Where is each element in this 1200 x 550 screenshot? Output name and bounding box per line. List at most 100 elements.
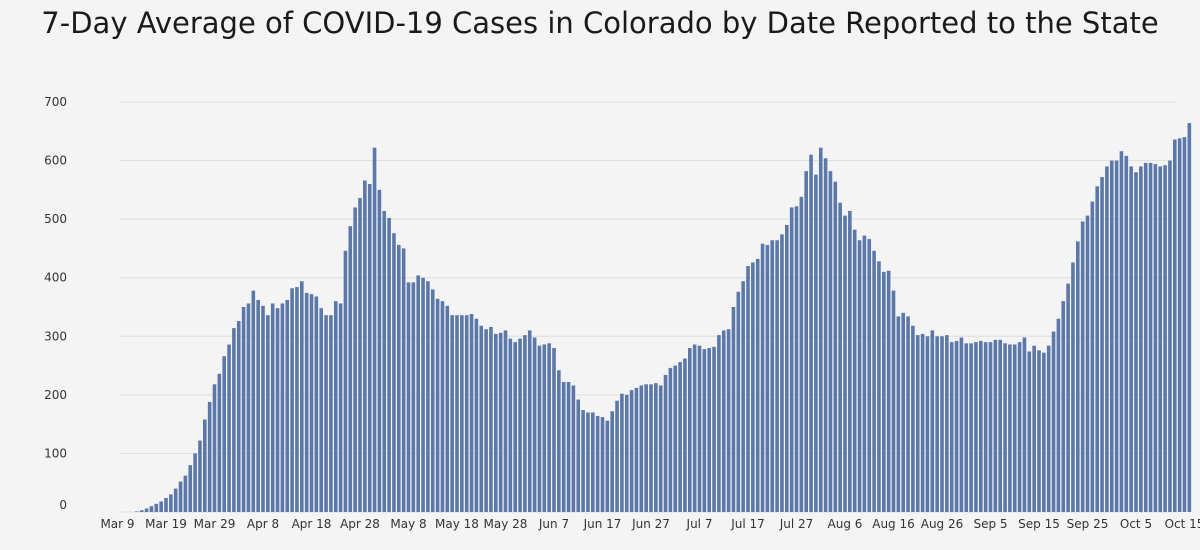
x-tick-label: Mar 9 — [100, 517, 134, 531]
x-tick-label: Sep 25 — [1067, 517, 1109, 531]
bar — [430, 289, 435, 512]
bar — [426, 281, 430, 512]
bar — [552, 348, 556, 512]
bar — [688, 348, 692, 512]
bar — [673, 365, 678, 512]
y-tick-label: 300 — [44, 329, 67, 343]
bar — [1177, 138, 1182, 512]
x-tick-label: Apr 18 — [292, 517, 332, 531]
bar — [843, 215, 847, 512]
bar — [692, 344, 697, 512]
bar — [649, 384, 653, 512]
bar — [1187, 123, 1192, 512]
bar — [183, 475, 188, 512]
x-tick-label: Aug 26 — [921, 517, 964, 531]
bar — [857, 240, 862, 513]
bar — [270, 303, 275, 512]
bar — [169, 494, 173, 512]
x-tick-label: Jun 7 — [538, 517, 569, 531]
bar — [639, 385, 644, 512]
bar — [532, 337, 537, 512]
bar — [503, 330, 508, 512]
bar — [620, 393, 624, 512]
bar — [139, 510, 144, 512]
bar — [1003, 343, 1007, 512]
bar — [1012, 344, 1017, 512]
bar — [930, 330, 935, 512]
bar — [494, 333, 498, 512]
bar — [969, 343, 973, 512]
bar — [707, 348, 711, 512]
bar — [736, 291, 741, 512]
bar — [702, 349, 707, 512]
bar — [358, 198, 362, 512]
bar — [571, 385, 576, 512]
bar — [605, 420, 610, 512]
bar — [1085, 215, 1090, 512]
bar — [1139, 166, 1143, 512]
x-tick-label: Jun 27 — [631, 517, 670, 531]
bar — [644, 384, 648, 512]
bar — [401, 248, 406, 512]
bar — [1090, 201, 1095, 512]
bar — [1119, 151, 1124, 512]
y-tick-label: 100 — [44, 446, 67, 460]
bar — [489, 326, 493, 512]
bar — [295, 287, 299, 512]
bar — [1071, 262, 1075, 512]
bar — [523, 335, 527, 512]
x-tick-label: Mar 19 — [145, 517, 187, 531]
bar — [852, 229, 857, 512]
bar — [193, 453, 197, 512]
bar — [367, 184, 372, 512]
bar — [314, 296, 319, 512]
bar — [610, 411, 614, 512]
bar — [789, 207, 794, 512]
bar — [882, 271, 886, 512]
bar — [663, 374, 668, 512]
bar — [309, 294, 314, 512]
bar — [333, 301, 338, 512]
bar — [561, 381, 566, 512]
bar — [498, 332, 503, 512]
bar — [935, 336, 939, 512]
bar — [222, 356, 226, 512]
bar — [794, 206, 799, 512]
bar — [203, 419, 207, 512]
bar — [683, 358, 687, 512]
bar — [823, 158, 828, 513]
bar — [557, 370, 561, 512]
bar — [886, 270, 891, 512]
x-tick-label: May 28 — [484, 517, 528, 531]
bar — [576, 399, 581, 512]
bar — [591, 412, 595, 512]
bar — [527, 330, 532, 512]
bar — [285, 299, 290, 512]
bar — [173, 488, 178, 512]
bar — [814, 174, 818, 512]
bar — [232, 328, 236, 512]
bar — [1032, 345, 1036, 512]
bar — [1046, 345, 1051, 512]
bar — [959, 337, 964, 512]
bar — [949, 342, 954, 512]
bar — [1008, 344, 1012, 512]
bar — [178, 481, 183, 512]
bar — [595, 415, 600, 512]
chart-title: 7-Day Average of COVID-19 Cases in Color… — [41, 6, 1159, 40]
bar — [1168, 160, 1172, 512]
bar — [290, 288, 294, 512]
x-tick-label: Sep 5 — [973, 517, 1007, 531]
bar — [746, 266, 750, 512]
bar — [460, 315, 464, 512]
y-tick-label: 700 — [44, 95, 67, 109]
bar — [455, 315, 459, 512]
bar — [925, 336, 930, 512]
bar — [149, 506, 154, 512]
bar — [726, 329, 731, 512]
bar — [964, 343, 969, 512]
bar — [848, 210, 852, 512]
bar — [1095, 186, 1099, 512]
